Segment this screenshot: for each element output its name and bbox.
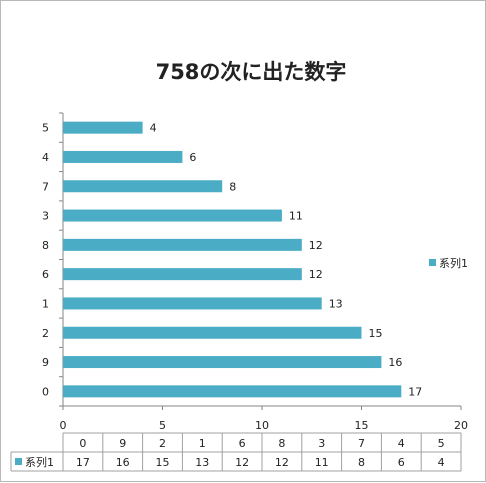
- category-label-9: 9: [42, 356, 49, 369]
- x-tick-label-5: 5: [159, 419, 166, 432]
- data-label-9: 16: [388, 356, 402, 369]
- table-value-cell: 17: [76, 456, 90, 469]
- table-value-cell: 8: [358, 456, 365, 469]
- bar-6: [63, 268, 302, 281]
- table-header-cell: 3: [318, 437, 325, 450]
- bar-8: [63, 238, 302, 251]
- data-label-2: 15: [369, 327, 383, 340]
- table-value-cell: 16: [116, 456, 130, 469]
- category-label-2: 2: [42, 327, 49, 340]
- table-value-cell: 12: [275, 456, 289, 469]
- data-table: 系列1 0 17 9 16 2 15 1 13 6 12 8 12 3 11 7 8 4 6 5 4: [10, 432, 462, 472]
- category-label-4: 4: [42, 151, 49, 164]
- legend-swatch: [429, 259, 436, 266]
- category-label-5: 5: [42, 122, 49, 135]
- table-value-cell: 4: [438, 456, 445, 469]
- table-header-cell: 7: [358, 437, 365, 450]
- table-value-cell: 13: [195, 456, 209, 469]
- category-label-7: 7: [42, 180, 49, 193]
- table-header-cell: 8: [278, 437, 285, 450]
- chart-title: 758の次に出た数字: [156, 60, 347, 84]
- data-label-0: 17: [408, 385, 422, 398]
- x-tick-label-20: 20: [454, 419, 468, 432]
- table-value-cell: 12: [235, 456, 249, 469]
- data-label-4: 6: [189, 151, 196, 164]
- data-label-3: 11: [289, 210, 303, 223]
- bar-3: [63, 209, 282, 222]
- table-value-cell: 6: [398, 456, 405, 469]
- table-legend-swatch: [15, 458, 22, 465]
- x-tick-label-15: 15: [355, 419, 369, 432]
- category-label-1: 1: [42, 297, 49, 310]
- table-row-header: 系列1: [25, 455, 54, 469]
- x-tick-label-0: 0: [60, 419, 67, 432]
- category-label-8: 8: [42, 239, 49, 252]
- legend-label: 系列1: [439, 256, 468, 270]
- data-label-8: 12: [309, 239, 323, 252]
- table-header-cell: 0: [79, 437, 86, 450]
- bar-9: [63, 356, 382, 369]
- x-tick-label-10: 10: [255, 419, 269, 432]
- data-label-6: 12: [309, 268, 323, 281]
- data-label-5: 4: [150, 122, 157, 135]
- bar-2: [63, 326, 362, 339]
- data-label-1: 13: [329, 297, 343, 310]
- category-label-0: 0: [42, 385, 49, 398]
- table-header-cell: 1: [199, 437, 206, 450]
- table-value-cell: 11: [315, 456, 329, 469]
- table-header-cell: 4: [398, 437, 405, 450]
- bar-1: [63, 297, 322, 310]
- bar-5: [63, 121, 143, 134]
- plot-area: 17 0 16 9 15 2 13 1 12 6 12 8 11 3 8 7 6 4 4 5 0 5 10 15 20: [42, 112, 468, 432]
- table-header-cell: 2: [159, 437, 166, 450]
- category-label-3: 3: [42, 210, 49, 223]
- legend: 系列1: [429, 256, 468, 270]
- bar-0: [63, 385, 402, 398]
- table-header-cell: 5: [438, 437, 445, 450]
- table-value-cell: 15: [156, 456, 170, 469]
- table-header-cell: 9: [119, 437, 126, 450]
- bar-7: [63, 180, 223, 193]
- bar-4: [63, 150, 183, 163]
- category-label-6: 6: [42, 268, 49, 281]
- data-label-7: 8: [229, 180, 236, 193]
- table-header-cell: 6: [239, 437, 246, 450]
